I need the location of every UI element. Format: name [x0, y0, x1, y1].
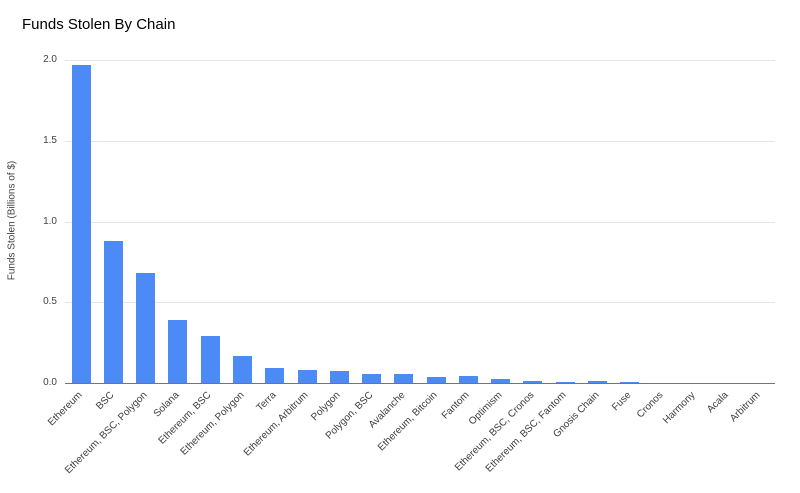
bar — [394, 374, 414, 383]
bar — [71, 64, 91, 383]
y-tick-label: 2.0 — [43, 54, 57, 65]
bar — [136, 273, 156, 383]
bar — [362, 374, 382, 383]
bar — [523, 381, 543, 383]
bar — [555, 381, 575, 383]
bar — [588, 381, 607, 383]
bar — [491, 378, 511, 383]
bar — [168, 320, 188, 383]
gridline — [65, 60, 775, 61]
y-tick-label: 0.0 — [43, 377, 57, 388]
bar — [297, 370, 317, 383]
gridline — [65, 302, 775, 304]
y-tick-label: 1.5 — [43, 134, 57, 146]
bar — [329, 370, 349, 383]
gridline — [65, 221, 775, 223]
gridline — [65, 140, 775, 142]
y-axis-title: Funds Stolen (Billions of $) — [6, 160, 18, 281]
chart-title: Funds Stolen By Chain — [22, 16, 176, 33]
y-tick-label: 0.5 — [43, 296, 57, 308]
bar — [233, 355, 252, 383]
bar — [265, 368, 285, 383]
bar — [426, 377, 446, 383]
bar — [620, 382, 640, 383]
y-tick-label: 1.0 — [43, 215, 57, 227]
bar — [103, 240, 123, 383]
x-axis-line — [65, 383, 775, 384]
bar — [458, 375, 478, 383]
bar — [200, 336, 220, 383]
